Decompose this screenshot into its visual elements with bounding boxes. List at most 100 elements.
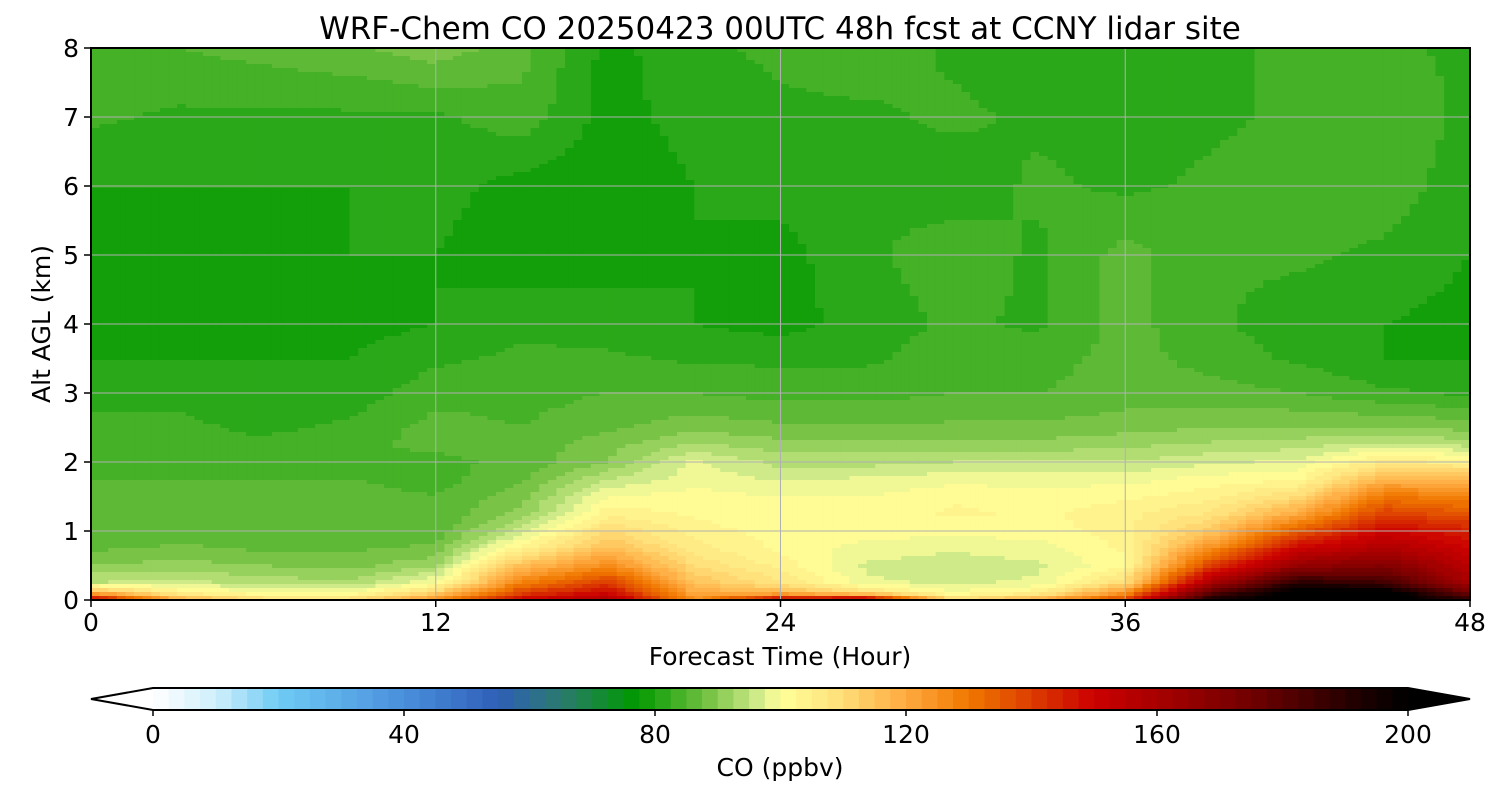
contour-cell (582, 84, 592, 89)
contour-cell (1357, 56, 1368, 61)
contour-cell (401, 160, 411, 165)
contour-cell (616, 104, 626, 109)
contour-cell (728, 152, 739, 157)
contour-cell (642, 148, 652, 153)
contour-cell (349, 108, 359, 113)
contour-cell (771, 148, 782, 153)
contour-cell (1168, 140, 1178, 145)
contour-cell (1030, 128, 1040, 133)
contour-cell (668, 144, 678, 149)
contour-cell (771, 136, 782, 141)
contour-cell (461, 116, 471, 121)
contour-cell (1004, 120, 1014, 125)
contour-cell (1426, 140, 1437, 145)
contour-cell (142, 60, 152, 65)
contour-cell (1013, 136, 1023, 141)
contour-cell (1133, 92, 1144, 97)
contour-cell (952, 104, 963, 109)
contour-cell (677, 128, 687, 133)
contour-cell (125, 68, 135, 73)
contour-cell (625, 144, 635, 149)
contour-cell (651, 144, 661, 149)
contour-cell (961, 52, 971, 57)
contour-cell (1426, 64, 1437, 69)
contour-cell (1383, 128, 1394, 133)
contour-cell (332, 96, 342, 101)
contour-cell (220, 160, 230, 165)
contour-cell (487, 104, 497, 109)
contour-cell (1452, 144, 1462, 149)
contour-cell (271, 160, 282, 165)
contour-cell (1314, 120, 1325, 125)
contour-cell (987, 164, 997, 169)
contour-cell (858, 116, 868, 121)
contour-cell (1056, 124, 1066, 129)
contour-cell (289, 56, 299, 61)
contour-cell (875, 148, 885, 153)
contour-cell (246, 48, 256, 53)
contour-cell (349, 136, 359, 141)
contour-cell (935, 92, 945, 97)
contour-cell (608, 128, 618, 133)
contour-cell (349, 124, 359, 129)
contour-cell (1314, 116, 1325, 121)
contour-cell (1039, 116, 1049, 121)
contour-cell (823, 108, 833, 113)
contour-cell (340, 132, 351, 137)
contour-cell (271, 68, 282, 73)
contour-cell (1289, 104, 1299, 109)
contour-cell (1297, 164, 1307, 169)
contour-cell (530, 136, 540, 141)
contour-cell (418, 140, 428, 145)
contour-cell (297, 116, 308, 121)
contour-cell (263, 52, 273, 57)
contour-cell (513, 164, 523, 169)
contour-cell (995, 52, 1006, 57)
contour-cell (392, 68, 402, 73)
contour-cell (375, 52, 385, 57)
contour-cell (315, 100, 325, 105)
contour-cell (461, 152, 471, 157)
contour-cell (944, 68, 954, 73)
contour-cell (1090, 72, 1100, 77)
contour-cell (1194, 144, 1204, 149)
contour-cell (806, 72, 816, 77)
contour-cell (1176, 80, 1187, 85)
contour-cell (814, 64, 825, 69)
contour-cell (159, 56, 170, 61)
contour-cell (409, 160, 420, 165)
contour-cell (1056, 132, 1066, 137)
contour-cell (961, 88, 971, 93)
contour-cell (1349, 84, 1359, 89)
contour-cell (1314, 168, 1325, 173)
contour-cell (987, 100, 997, 105)
contour-cell (366, 120, 377, 125)
contour-cell (521, 120, 532, 125)
contour-cell (849, 96, 859, 101)
contour-cell (340, 160, 351, 165)
contour-cell (1220, 76, 1230, 81)
contour-cell (513, 88, 523, 93)
contour-cell (1237, 136, 1247, 141)
contour-cell (1271, 104, 1281, 109)
contour-cell (590, 152, 601, 157)
contour-cell (427, 132, 437, 137)
contour-cell (375, 48, 385, 53)
contour-cell (995, 152, 1006, 157)
contour-cell (1306, 160, 1316, 165)
contour-cell (1280, 48, 1290, 53)
contour-cell (418, 148, 428, 153)
contour-cell (1142, 168, 1152, 173)
contour-cell (427, 48, 437, 53)
contour-cell (1133, 48, 1144, 53)
contour-cell (306, 60, 316, 65)
contour-cell (1418, 72, 1428, 77)
contour-cell (315, 136, 325, 141)
contour-cell (797, 160, 807, 165)
contour-cell (1228, 84, 1238, 89)
contour-cell (452, 100, 463, 105)
contour-cell (539, 108, 549, 113)
contour-cell (1090, 96, 1100, 101)
contour-cell (142, 140, 152, 145)
contour-cell (1021, 84, 1032, 89)
